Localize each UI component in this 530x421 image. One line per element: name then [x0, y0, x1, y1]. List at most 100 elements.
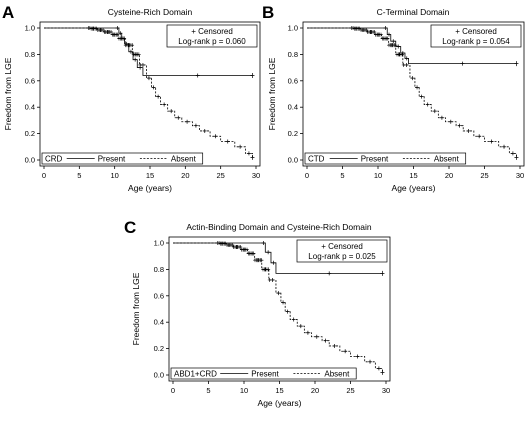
x-tick-label: 10 [240, 386, 248, 395]
censor-mark [122, 36, 127, 41]
y-tick-label: 1.0 [25, 24, 35, 33]
censor-mark [314, 334, 319, 339]
censor-mark [510, 151, 515, 156]
censor-mark [133, 57, 138, 62]
censor-mark [298, 324, 303, 329]
censor-mark [176, 115, 181, 120]
x-tick-label: 30 [516, 171, 524, 180]
x-tick-label: 10 [110, 171, 118, 180]
censor-mark [291, 317, 296, 322]
chart-title: Actin-Binding Domain and Cysteine-Rich D… [186, 222, 371, 232]
censor-mark [213, 134, 218, 139]
censor-mark [477, 134, 482, 139]
x-tick-label: 5 [206, 386, 210, 395]
censor-mark [245, 247, 249, 252]
censor-mark [404, 56, 409, 61]
x-tick-label: 0 [305, 171, 309, 180]
x-tick-label: 30 [382, 386, 390, 395]
censor-mark [343, 349, 348, 354]
y-tick-label: 0.4 [288, 103, 298, 112]
censor-mark [380, 270, 385, 276]
censor-mark [415, 85, 420, 90]
legend-title: CRD [45, 154, 63, 163]
y-tick-label: 0.4 [154, 318, 164, 327]
x-axis-label: Age (years) [128, 183, 172, 193]
y-tick-label: 0.8 [154, 265, 164, 274]
censor-mark [380, 369, 385, 375]
censor-mark [185, 119, 190, 124]
censor-mark [281, 300, 286, 305]
x-tick-label: 25 [216, 171, 224, 180]
censor-mark [387, 32, 392, 37]
censor-mark [400, 52, 405, 57]
chart-panel-a: A Cysteine-Rich Domain 0 5 10 15 20 25 30 0.0 0.2 0… [2, 3, 261, 193]
legend-label-absent: Absent [171, 154, 197, 163]
chart-panel-b: B C-Terminal Domain 0 5 10 15 20 25 30 0.0 0.2 0.4 0… [262, 3, 525, 193]
censor-mark [246, 151, 251, 156]
y-tick-label: 0.0 [154, 371, 164, 380]
censor-mark [115, 32, 120, 37]
legend-title: ABD1+CRD [174, 369, 217, 378]
censor-mark [115, 26, 120, 30]
x-tick-label: 5 [77, 171, 81, 180]
censor-mark [169, 109, 174, 114]
censored-label: + Censored [191, 27, 233, 36]
censor-mark [138, 62, 142, 67]
censor-mark [489, 139, 494, 144]
x-tick-label: 25 [346, 386, 354, 395]
censor-mark [266, 267, 271, 272]
y-tick-label: 0.6 [288, 76, 298, 85]
censor-mark [146, 76, 151, 81]
censor-mark [137, 52, 141, 57]
x-tick-label: 0 [171, 386, 175, 395]
stats-box [296, 239, 388, 263]
censor-mark [285, 309, 290, 314]
y-tick-label: 1.0 [154, 239, 164, 248]
censor-mark [327, 271, 332, 276]
censor-mark [267, 277, 272, 282]
x-tick-label: 0 [42, 171, 46, 180]
censor-mark [238, 144, 243, 149]
censor-mark [109, 29, 113, 34]
censor-mark [305, 330, 310, 335]
censor-mark [457, 123, 462, 128]
y-tick-label: 0.8 [288, 50, 298, 59]
x-tick-label: 30 [252, 171, 260, 180]
censor-mark [514, 154, 519, 160]
censor-mark [250, 154, 255, 160]
censor-mark [419, 94, 424, 99]
pvalue-label: Log-rank p = 0.054 [442, 37, 510, 46]
pvalue-label: Log-rank p = 0.060 [178, 37, 246, 46]
censored-label: + Censored [321, 242, 363, 251]
y-tick-label: 0.2 [288, 129, 298, 138]
censor-mark [156, 94, 161, 99]
chart-title: C-Terminal Domain [377, 7, 450, 17]
y-tick-label: 0.4 [25, 103, 35, 112]
pvalue-label: Log-rank p = 0.025 [308, 252, 376, 261]
censor-mark [261, 241, 266, 245]
censor-mark [151, 85, 156, 90]
y-tick-label: 0.6 [154, 291, 164, 300]
censor-mark [460, 61, 465, 66]
y-tick-label: 0.8 [25, 50, 35, 59]
y-axis-label: Freedom from LGE [131, 272, 141, 345]
legend-box [41, 152, 204, 165]
censor-mark [425, 102, 430, 107]
legend-box [170, 367, 357, 380]
censor-mark [332, 343, 337, 348]
y-axis-label: Freedom from LGE [3, 57, 13, 130]
censor-mark [193, 123, 198, 128]
legend-label-absent: Absent [324, 369, 350, 378]
censor-mark [432, 109, 437, 114]
censor-mark [401, 62, 406, 67]
censor-mark [259, 258, 264, 263]
censor-mark [266, 250, 271, 255]
legend-label-present: Present [98, 154, 126, 163]
censor-mark [385, 36, 390, 41]
legend-label-absent: Absent [434, 154, 460, 163]
censor-mark [225, 139, 230, 144]
censor-mark [250, 73, 255, 79]
censor-mark [276, 291, 281, 296]
censor-mark [323, 338, 328, 343]
